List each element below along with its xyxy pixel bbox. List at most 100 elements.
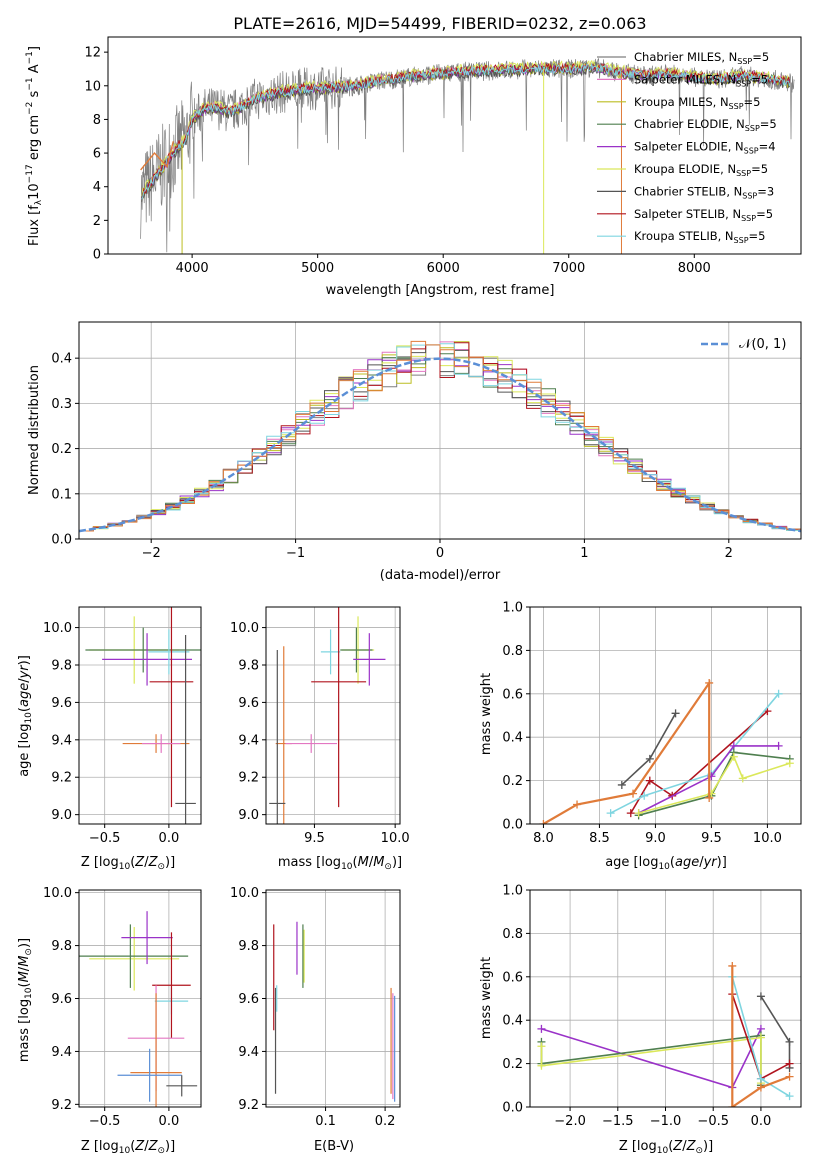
weight-marker	[640, 791, 649, 800]
xtick-label: 9.5	[304, 831, 325, 846]
residuals-ylabel: Normed distribution	[27, 365, 42, 495]
residual-histogram	[79, 343, 801, 532]
model-spectrum-line	[140, 141, 174, 171]
wAge-xlabel: age [log10(age/yr)]	[605, 855, 727, 872]
model-spectrum-line	[141, 63, 791, 200]
ytick-label: 9.4	[51, 1045, 72, 1060]
ytick-label: 9.0	[238, 808, 259, 823]
xtick-label: −1.5	[602, 1114, 634, 1129]
ytick-label: 0.6	[502, 970, 523, 985]
ytick-label: 9.8	[238, 939, 259, 954]
normal-legend-label: 𝒩(0, 1)	[739, 337, 786, 352]
legend-label: Kroupa STELIB, NSSP=5	[634, 229, 765, 245]
mass-vs-ebv-panel: 0.1 0.2 9.2 9.4 9.6 9.8 10.0	[230, 886, 401, 1129]
ytick-label: 9.6	[51, 992, 72, 1007]
weight-line	[621, 712, 677, 786]
weight-line	[540, 1034, 762, 1086]
weight-vs-metallicity-panel: −2.0 −1.5 −1.0 −0.5 0.0 0.0 0.2 0.4 0.6 0.8 1.0	[502, 884, 802, 1129]
spectrum-panel: 4000 5000 6000 7000 8000 0 2 4 6 8 10 12 wavelength…	[25, 36, 802, 298]
xtick-label: 8.5	[589, 831, 610, 846]
weight-line	[731, 966, 790, 1107]
ytick-label: 9.4	[51, 733, 72, 748]
weight-marker	[634, 809, 643, 818]
ytick-label: 10.0	[230, 621, 259, 636]
mZ-ylabel: mass [log10(M/M⊙)]	[17, 938, 34, 1062]
spectrum-ytick-label: 4	[93, 180, 101, 195]
weight-marker	[756, 1033, 765, 1042]
wAge-ylabel: mass weight	[479, 673, 494, 755]
ytick-label: 9.4	[238, 1045, 259, 1060]
ytick-label: 10.0	[43, 621, 72, 636]
spectrum-ytick-label: 8	[93, 113, 101, 128]
weight-marker	[617, 780, 626, 789]
weight-marker	[785, 1059, 794, 1068]
residuals-panel: −2 −1 0 1 2 0.0 0.1 0.2 0.3 0.4 (data-model)/erro…	[27, 321, 802, 583]
spectrum-ytick-label: 12	[84, 46, 101, 61]
xtick-label: −0.5	[697, 1114, 729, 1129]
ytick-label: 0.8	[502, 927, 523, 942]
legend-label: Chabrier MILES, NSSP=5	[634, 50, 769, 66]
ytick-label: 0.6	[502, 687, 523, 702]
ytick-label: 9.6	[51, 696, 72, 711]
ytick-label: 10.0	[43, 886, 72, 901]
spectrum-ytick-label: 0	[93, 248, 101, 263]
weight-marker	[756, 1083, 765, 1092]
weight-marker	[785, 759, 794, 768]
weight-marker	[756, 992, 765, 1001]
weight-vs-age-panel: 8.0 8.5 9.0 9.5 10.0 0.0 0.2 0.4 0.6 0.8 1.0	[502, 601, 802, 846]
weight-marker	[645, 754, 654, 763]
weight-marker	[645, 776, 654, 785]
xtick-label: −2.0	[554, 1114, 586, 1129]
residuals-xtick-label: 1	[580, 546, 588, 561]
weight-marker	[537, 1042, 546, 1051]
model-spectrum-line	[141, 64, 791, 202]
ytick-label: 0.2	[502, 774, 523, 789]
xtick-label: 0.2	[375, 1114, 396, 1129]
weight-marker	[756, 1074, 765, 1083]
residuals-xtick-label: 0	[436, 546, 444, 561]
ytick-label: 9.2	[238, 771, 259, 786]
residual-histogram	[79, 342, 801, 532]
residuals-plot-area	[78, 340, 802, 533]
weight-marker	[728, 1103, 737, 1107]
residuals-ticks: −2 −1 0 1 2 0.0 0.1 0.2 0.3 0.4	[51, 352, 733, 561]
xtick-label: 10.0	[381, 831, 410, 846]
weight-line	[610, 693, 780, 814]
ageZ-xlabel: Z [log10(Z/Z⊙)]	[81, 855, 175, 872]
spectrum-ticks: 4000 5000 6000 7000 8000 0 2 4 6 8 10 12	[84, 46, 710, 276]
weight-line	[540, 1036, 762, 1084]
spectrum-ytick-label: 6	[93, 147, 101, 162]
weight-marker	[774, 689, 783, 698]
weight-marker	[728, 961, 737, 970]
weight-line	[638, 745, 779, 814]
weight-marker	[606, 809, 615, 818]
xtick-label: −0.5	[89, 1114, 121, 1129]
legend-label: Salpeter MILES, NSSP=5	[634, 72, 768, 88]
axes-frame	[529, 606, 802, 825]
figure-title: PLATE=2616, MJD=54499, FIBERID=0232, z=0…	[233, 14, 646, 33]
residuals-xtick-label: −2	[142, 546, 161, 561]
age-vs-metallicity-panel: −0.5 0.0 9.0 9.2 9.4 9.6 9.8 10.0	[43, 606, 202, 846]
xtick-label: −0.5	[89, 831, 121, 846]
ytick-label: 9.6	[238, 696, 259, 711]
legend-label: Salpeter STELIB, NSSP=5	[634, 207, 773, 223]
residuals-ytick-label: 0.4	[51, 352, 72, 367]
ytick-label: 9.8	[51, 658, 72, 673]
xtick-label: 10.0	[753, 831, 782, 846]
mE-xlabel: E(B-V)	[314, 1139, 354, 1154]
spectrum-xtick-label: 5000	[301, 261, 334, 276]
weight-line	[760, 995, 791, 1068]
ytick-label: 1.0	[502, 884, 523, 899]
residuals-xlabel: (data-model)/error	[380, 568, 501, 583]
xtick-label: 0.0	[159, 831, 180, 846]
spectrum-xtick-label: 6000	[427, 261, 460, 276]
weight-marker	[537, 1024, 546, 1033]
weight-marker	[626, 809, 635, 818]
weight-marker	[705, 678, 714, 687]
spectrum-axes-frame	[107, 36, 802, 255]
wZ-xlabel: Z [log10(Z/Z⊙)]	[619, 1139, 713, 1156]
spectrum-ylabel: Flux [fλ10−17 erg cm−2 s−1 A−1]	[25, 46, 44, 246]
xtick-label: 9.0	[645, 831, 666, 846]
xtick-label: 9.5	[701, 831, 722, 846]
